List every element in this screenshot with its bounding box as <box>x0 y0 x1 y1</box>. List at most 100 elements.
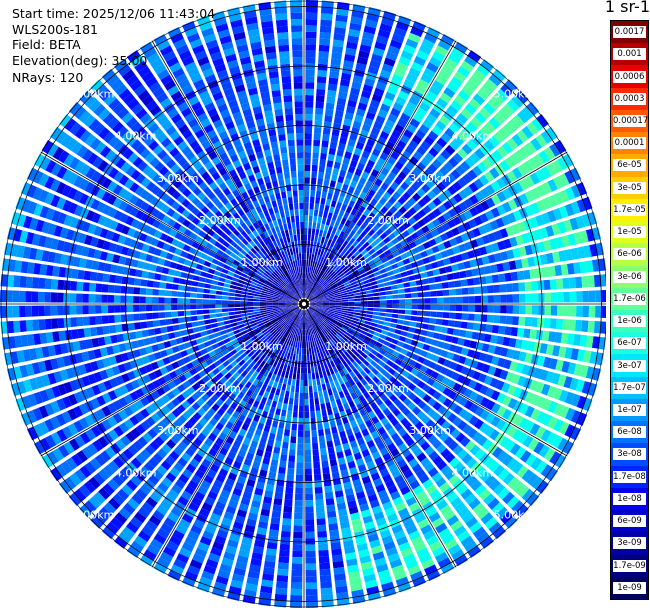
range-gate-bin <box>315 493 324 500</box>
range-gate-bin <box>343 334 350 340</box>
range-gate-bin <box>328 308 336 311</box>
range-gate-bin <box>322 134 330 142</box>
range-gate-bin <box>286 338 291 346</box>
range-gate-bin <box>115 222 125 233</box>
range-gate-bin <box>313 391 319 399</box>
range-gate-bin <box>293 76 303 83</box>
range-gate-bin <box>288 372 293 379</box>
range-gate-bin <box>215 299 222 304</box>
range-gate-bin <box>436 373 445 383</box>
range-gate-bin <box>189 442 199 452</box>
range-gate-bin <box>290 171 297 178</box>
range-gate-bin <box>307 240 311 248</box>
range-gate-bin <box>331 471 340 479</box>
range-gate-bin <box>334 573 346 581</box>
range-gate-bin <box>247 512 258 521</box>
range-gate-bin <box>305 525 315 532</box>
range-gate-bin <box>549 358 558 370</box>
range-gate-bin <box>314 486 323 494</box>
range-gate-bin <box>296 315 300 322</box>
range-gate-bin <box>569 377 579 391</box>
range-gate-bin <box>240 352 248 359</box>
range-gate-bin <box>373 356 381 364</box>
range-gate-bin <box>268 335 275 342</box>
range-gate-bin <box>90 411 101 424</box>
range-gate-bin <box>261 328 268 334</box>
range-gate-bin <box>442 387 452 397</box>
range-gate-bin <box>285 316 291 322</box>
range-gate-bin <box>146 280 154 288</box>
range-gate-bin <box>215 575 229 585</box>
range-gate-bin <box>249 360 256 368</box>
range-gate-bin <box>299 405 304 412</box>
range-gate-bin <box>277 568 289 576</box>
range-gate-bin <box>254 329 262 335</box>
range-gate-bin <box>324 395 330 403</box>
range-gate-bin <box>397 319 404 325</box>
range-gate-bin <box>82 316 90 326</box>
range-gate-bin <box>305 114 313 121</box>
range-gate-bin <box>310 304 317 306</box>
range-gate-bin <box>365 419 373 428</box>
range-gate-bin <box>249 332 256 339</box>
range-gate-bin <box>294 500 303 507</box>
range-gate-bin <box>208 350 216 358</box>
range-gate-bin <box>139 252 148 261</box>
range-gate-bin <box>472 502 485 515</box>
range-gate-bin <box>319 568 331 576</box>
range-gate-bin <box>343 388 350 397</box>
range-gate-bin <box>273 309 280 312</box>
range-gate-bin <box>441 376 451 386</box>
range-gate-bin <box>211 442 221 452</box>
range-gate-bin <box>389 323 397 328</box>
range-gate-bin <box>327 312 335 316</box>
range-gate-bin <box>283 204 289 211</box>
range-gate-bin <box>491 356 500 366</box>
range-gate-bin <box>322 343 327 351</box>
range-gate-bin <box>359 362 367 370</box>
range-gate-bin <box>167 332 176 340</box>
range-gate-bin <box>351 405 358 414</box>
range-gate-bin <box>157 257 166 266</box>
range-gate-bin <box>304 329 306 336</box>
range-gate-bin <box>91 212 101 224</box>
range-gate-bin <box>338 508 348 517</box>
range-gate-bin <box>220 489 231 499</box>
range-gate-bin <box>320 13 333 21</box>
range-gate-bin <box>147 328 156 336</box>
range-gate-bin <box>289 312 295 317</box>
range-gate-bin <box>392 309 399 314</box>
range-gate-bin <box>190 315 198 322</box>
range-gate-bin <box>560 332 569 344</box>
range-gate-bin <box>158 297 165 304</box>
range-gate-bin <box>174 270 182 277</box>
range-gate-bin <box>237 279 245 285</box>
range-gate-bin <box>328 77 339 85</box>
range-gate-bin <box>315 95 325 103</box>
range-gate-bin <box>279 460 287 468</box>
range-gate-bin <box>171 484 183 495</box>
range-gate-bin <box>265 302 273 304</box>
range-gate-bin <box>253 304 260 307</box>
range-gate-bin <box>118 531 132 544</box>
range-gate-bin <box>249 317 256 322</box>
range-gate-bin <box>108 315 115 324</box>
range-gate-bin <box>194 547 208 558</box>
range-gate-bin <box>299 329 302 336</box>
range-gate-bin <box>67 423 79 436</box>
range-gate-bin <box>62 241 72 253</box>
range-gate-bin <box>385 389 393 398</box>
range-gate-bin <box>305 133 312 140</box>
range-gate-bin <box>328 309 335 312</box>
range-gate-bin <box>244 403 252 411</box>
range-gate-bin <box>301 348 304 355</box>
range-gate-bin <box>234 304 241 308</box>
range-gate-bin <box>378 316 386 321</box>
range-gate-bin <box>285 305 292 307</box>
range-gate-bin <box>356 324 363 330</box>
range-gate-bin <box>310 321 315 328</box>
range-gate-bin <box>304 215 309 222</box>
range-gate-bin <box>520 450 532 463</box>
range-gate-bin <box>412 406 421 416</box>
range-gate-bin <box>247 350 255 358</box>
